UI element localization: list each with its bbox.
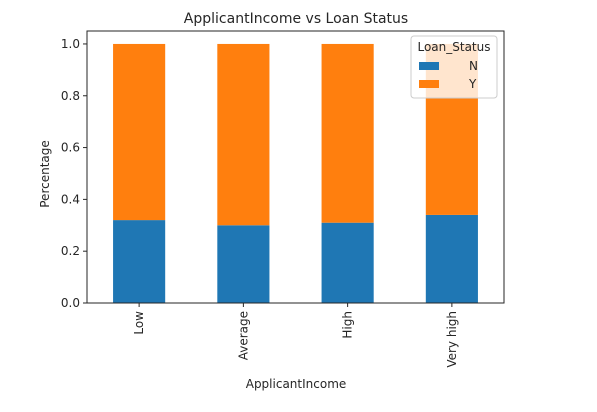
bar-n-very-high [425, 214, 478, 303]
x-tick-label: Very high [445, 311, 459, 368]
y-tick-label: 0.8 [61, 89, 80, 103]
x-tick-label: Average [236, 311, 250, 360]
x-tick-label: Low [132, 311, 146, 335]
bar-n-low [113, 220, 166, 303]
y-tick-label: 0.2 [61, 244, 80, 258]
legend-title: Loan_Status [417, 40, 490, 54]
x-axis-label: ApplicantIncome [246, 377, 347, 391]
chart-title: ApplicantIncome vs Loan Status [184, 11, 408, 27]
y-tick-label: 0.0 [61, 296, 80, 310]
bar-n-high [321, 222, 374, 303]
y-tick-label: 0.6 [61, 141, 80, 155]
bar-y-average [217, 43, 270, 226]
x-tick-label: High [341, 311, 355, 339]
legend-swatch-y [419, 80, 439, 88]
y-axis-label: Percentage [38, 140, 52, 208]
plot-frame [86, 30, 505, 304]
legend-label-y: Y [468, 77, 477, 91]
y-tick-label: 0.4 [61, 192, 80, 206]
legend: Loan_Status NY [410, 35, 498, 99]
y-tick-label: 1.0 [61, 37, 80, 51]
bar-n-average [217, 225, 270, 303]
bar-y-low [113, 43, 166, 221]
legend-label-n: N [469, 59, 478, 73]
bar-y-high [321, 43, 374, 223]
legend-swatch-n [419, 62, 439, 70]
